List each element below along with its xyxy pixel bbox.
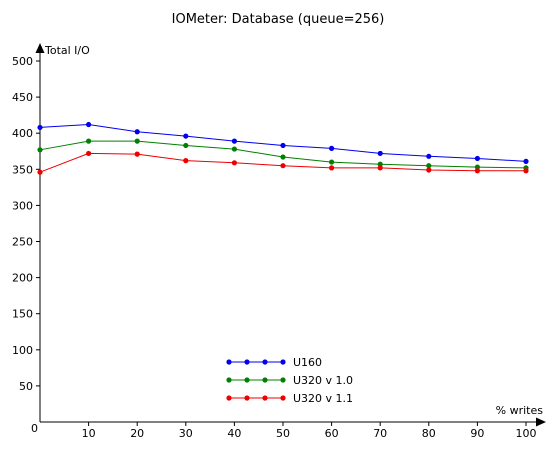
series-2	[37, 150, 529, 175]
data-point	[280, 142, 286, 149]
x-axis-arrow	[536, 417, 546, 427]
x-axis: % writes	[40, 404, 546, 427]
y-tick-label: 50	[19, 380, 33, 393]
data-point	[426, 167, 432, 173]
data-point	[329, 165, 335, 171]
data-point	[329, 159, 335, 165]
y-ticks: 50 100 150 200 250 300 350 400 450 500 0	[12, 55, 40, 435]
y-tick-label: 250	[12, 236, 33, 249]
data-point	[426, 153, 432, 159]
legend-swatch-dot	[280, 359, 286, 365]
legend-swatch-dot	[226, 359, 232, 365]
y-tick-label: 500	[12, 55, 33, 68]
data-point	[280, 163, 286, 169]
y-tick-label: 350	[12, 163, 33, 176]
x-tick-label: 40	[227, 427, 241, 440]
x-ticks: 10 20 30 40 50 60 70 80 90 100	[82, 422, 537, 440]
y-tick-label: 400	[12, 127, 33, 140]
origin-label: 0	[31, 422, 38, 435]
legend-swatch-dot	[262, 377, 268, 383]
legend-label: U160	[293, 356, 322, 369]
x-tick-label: 20	[130, 427, 144, 440]
data-point	[86, 138, 92, 144]
x-tick-label: 30	[179, 427, 193, 440]
data-point	[523, 158, 529, 164]
data-point	[134, 129, 140, 135]
data-point	[134, 138, 140, 144]
legend-swatch-dot	[262, 359, 268, 365]
y-tick-label: 150	[12, 308, 33, 321]
y-tick-label: 300	[12, 199, 33, 212]
data-point	[231, 138, 237, 144]
data-point	[183, 133, 189, 139]
data-point	[183, 142, 189, 149]
y-tick-label: 100	[12, 344, 33, 357]
series-0	[37, 121, 529, 164]
x-tick-label: 70	[373, 427, 387, 440]
legend-swatch-dot	[280, 395, 286, 401]
legend-item: U320 v 1.1	[226, 392, 353, 405]
legend-label: U320 v 1.0	[293, 374, 353, 387]
legend-swatch-dot	[280, 377, 286, 383]
chart-title: IOMeter: Database (queue=256)	[172, 12, 385, 27]
data-point	[474, 155, 480, 162]
legend-swatch-dot	[244, 359, 250, 365]
data-point	[37, 147, 43, 153]
legend: U160 U320 v 1.0 U320 v 1.1	[226, 356, 353, 405]
data-point	[37, 169, 43, 175]
data-point	[474, 164, 480, 170]
legend-swatch-dot	[226, 377, 232, 383]
x-tick-label: 100	[516, 427, 537, 440]
data-point	[377, 161, 383, 167]
data-point	[377, 150, 383, 157]
data-point	[134, 151, 140, 157]
y-tick-label: 450	[12, 91, 33, 104]
x-axis-label: % writes	[496, 404, 544, 417]
x-tick-label: 50	[276, 427, 290, 440]
data-point	[86, 150, 92, 157]
data-point	[474, 168, 480, 174]
legend-swatch-dot	[226, 395, 232, 401]
data-point	[231, 160, 237, 166]
data-point	[426, 163, 432, 169]
x-tick-label: 60	[325, 427, 339, 440]
data-point	[280, 154, 286, 160]
data-point	[86, 121, 92, 128]
x-tick-label: 10	[82, 427, 96, 440]
data-point	[231, 146, 237, 152]
legend-swatch-dot	[262, 395, 268, 401]
legend-label: U320 v 1.1	[293, 392, 353, 405]
legend-item: U320 v 1.0	[226, 374, 353, 387]
legend-swatch-dot	[244, 377, 250, 383]
data-point	[37, 124, 43, 131]
y-axis: Total I/O	[35, 43, 90, 422]
x-tick-label: 80	[422, 427, 436, 440]
data-point	[329, 145, 335, 151]
y-axis-label: Total I/O	[44, 44, 90, 57]
data-point	[183, 158, 189, 164]
legend-swatch-dot	[244, 395, 250, 401]
legend-item: U160	[226, 356, 322, 369]
y-tick-label: 200	[12, 272, 33, 285]
data-point	[523, 168, 529, 174]
y-axis-arrow	[35, 43, 45, 53]
data-point	[377, 165, 383, 171]
series-layer	[37, 121, 529, 175]
x-tick-label: 90	[470, 427, 484, 440]
